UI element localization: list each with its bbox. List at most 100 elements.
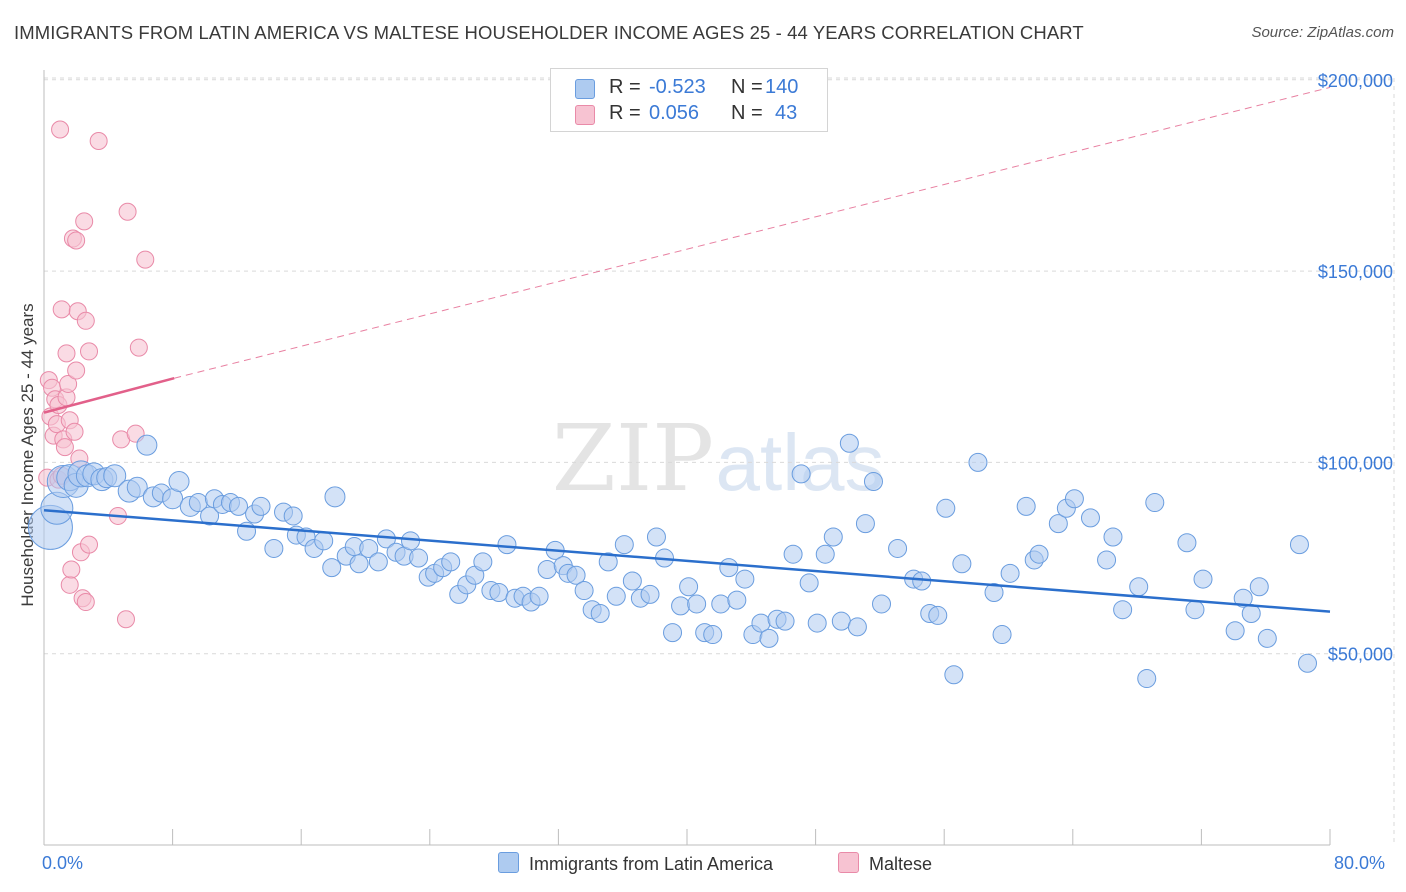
latin-america-point [529,586,549,606]
latin-america-point [807,613,827,633]
maltese-point [67,361,86,380]
maltese-points [38,120,155,629]
latin-america-point [863,472,883,492]
maltese-trend-line [43,376,175,414]
latin-america-point [952,554,972,574]
bottom-legend-label: Immigrants from Latin America [529,854,774,874]
latin-america-point [992,625,1012,645]
latin-america-point [574,581,594,601]
latin-america-point [759,628,779,648]
maltese-point [51,120,70,139]
latin-america-point [590,604,610,624]
latin-america-point [1048,514,1068,534]
latin-america-point [1257,628,1277,648]
latin-america-point [783,544,803,564]
maltese-point [57,344,76,363]
latin-america-point [359,538,379,558]
latin-america-point [1225,621,1245,641]
latin-america-point [283,506,303,526]
latin-america-point [1097,550,1117,570]
legend-n-label: N = [731,76,763,98]
latin-america-point [679,577,699,597]
y-tick-labels: $50,000 $100,000 $150,000 $200,000 [1318,71,1393,665]
maltese-point [80,535,99,554]
latin-america-point [136,434,158,456]
maltese-point [118,202,137,221]
chart-title: IMMIGRANTS FROM LATIN AMERICA VS MALTESE… [14,22,1084,43]
latin-america-point [200,506,220,526]
latin-america-point [1297,653,1317,673]
legend-n-value: 140 [765,76,799,98]
y-tick-label: $150,000 [1318,262,1393,282]
maltese-point [136,250,155,269]
latin-america-point [324,486,346,508]
maltese-point [116,610,135,629]
y-tick-label: $50,000 [1328,645,1393,665]
latin-america-point [823,527,843,547]
latin-america-point [944,665,964,685]
watermark-zip: ZIP [552,405,714,512]
latin-america-point [1000,563,1020,583]
latin-america-point [614,535,634,555]
latin-america-point [1137,669,1157,689]
latin-america-point [663,623,683,643]
trend-lines [43,86,1331,613]
latin-america-point [640,584,660,604]
bottom-legend-swatch-pink [838,852,859,873]
latin-america-point [847,617,867,637]
maltese-point [67,231,86,250]
watermark: ZIP atlas [552,405,885,512]
latin-america-point [671,596,691,616]
latin-america-point [1103,527,1123,547]
latin-america-point [928,605,948,625]
latin-america-point [497,535,517,555]
latin-america-point [103,464,127,488]
latin-america-point [1289,535,1309,555]
latin-america-point [888,538,908,558]
latin-america-point [1145,493,1165,513]
latin-america-point [872,594,892,614]
latin-america-point [1016,496,1036,516]
latin-america-point [473,552,493,572]
maltese-point [76,311,95,330]
latin-america-point [489,582,509,602]
latin-america-point [1193,569,1213,589]
latin-america-point [799,573,819,593]
latin-america-point [727,590,747,610]
latin-america-point [831,611,851,631]
latin-america-point [791,464,811,484]
latin-america-point [815,544,835,564]
maltese-point [55,438,74,457]
latin-america-point [703,625,723,645]
latin-america-point [1249,577,1269,597]
latin-america-point [735,569,755,589]
latin-america-point [775,611,795,631]
latin-america-point [646,527,666,547]
source-credit: Source: ZipAtlas.com [1251,24,1394,41]
latin-america-point [1241,604,1261,624]
y-tick-label: $200,000 [1318,71,1393,91]
latin-america-point [1177,533,1197,553]
latin-america-point [936,498,956,518]
latin-america-point [711,594,731,614]
axes [43,70,1331,846]
bottom-legend-latin-america: Immigrants from Latin America [498,852,773,875]
latin-america-point [968,452,988,472]
latin-america-point [409,548,429,568]
latin-america-point [126,476,148,498]
latin-america-point [441,552,461,572]
x-tick-max: 80.0% [1334,853,1386,873]
maltese-point [60,575,79,594]
maltese-point [129,338,148,357]
latin-america-point [168,471,190,493]
legend-r-label: R = [609,76,641,98]
bottom-legend-label: Maltese [869,854,933,874]
latin-america-point [687,594,707,614]
correlation-legend: R = -0.523 N = 140 R = 0.056 N = 43 [550,68,828,132]
legend-r-value: 0.056 [649,102,700,124]
maltese-point [65,422,84,441]
maltese-trend-extension [174,86,1331,379]
maltese-point [76,593,95,612]
latin-america-point [322,558,342,578]
